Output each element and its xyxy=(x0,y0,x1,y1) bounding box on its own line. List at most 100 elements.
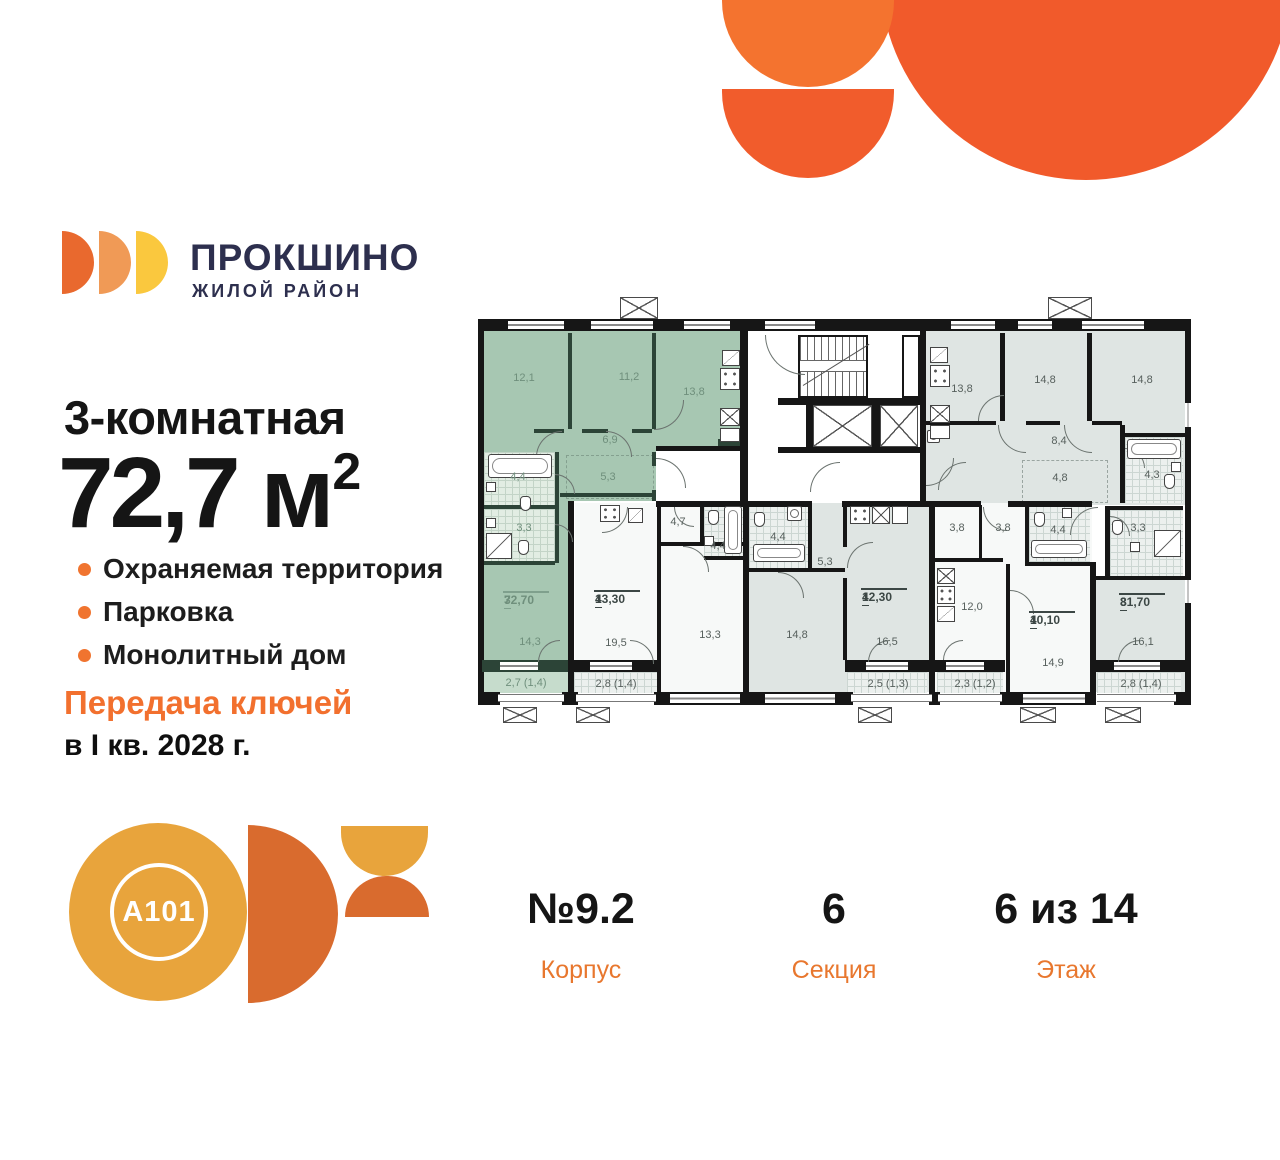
room-area-label: 4,4 xyxy=(770,531,786,543)
wall xyxy=(1095,576,1185,580)
window xyxy=(590,662,632,670)
room-area-label: 5,3 xyxy=(817,556,833,568)
wall xyxy=(700,503,704,546)
apartment-area: 72,70 xyxy=(504,593,535,607)
room-area-label: 5,3 xyxy=(600,471,616,483)
wall xyxy=(478,692,500,705)
stove-icon xyxy=(600,505,620,522)
logo-petal-1 xyxy=(62,231,94,294)
wall xyxy=(534,429,564,433)
room-area-label: 14,9 xyxy=(1042,657,1064,669)
decor-circle-large xyxy=(880,0,1280,180)
wall xyxy=(1120,433,1185,437)
room-area-label: 14,3 xyxy=(519,636,541,648)
kitchen-sink-icon xyxy=(872,506,890,524)
shower-icon xyxy=(1154,530,1181,557)
feature-label: Охраняемая территория xyxy=(103,553,444,584)
wall xyxy=(743,501,749,705)
balcony-fill xyxy=(937,672,1003,693)
floor-value: 6 из 14 xyxy=(994,885,1138,933)
room-area-label: 19,5 xyxy=(605,637,627,649)
wall xyxy=(1185,319,1191,705)
wall xyxy=(661,542,743,546)
elevator xyxy=(813,405,872,447)
a101-decor-half xyxy=(248,825,338,1003)
room-area-label: 16,5 xyxy=(876,636,898,648)
balcony-railing xyxy=(576,694,656,702)
wall xyxy=(568,333,572,429)
kitchen-sink-icon xyxy=(937,568,955,584)
decor-semicircle-bottom xyxy=(722,89,894,178)
kitchen-sink-icon xyxy=(930,405,950,423)
window xyxy=(684,321,730,329)
sink-icon xyxy=(1171,462,1181,472)
apartment-number: 3 xyxy=(504,593,511,609)
wall xyxy=(935,558,1003,562)
apartment-area: 43,30 xyxy=(595,592,626,606)
stove-icon xyxy=(850,506,870,524)
fridge-icon xyxy=(720,428,740,442)
a101-decor-dome xyxy=(345,876,429,917)
ac-unit xyxy=(503,707,537,723)
window xyxy=(765,694,835,703)
fridge-icon xyxy=(892,506,908,524)
kitchen-hood-icon xyxy=(937,606,955,622)
window xyxy=(946,662,984,670)
apartment-43-fill xyxy=(575,503,657,660)
bathtub-icon xyxy=(753,544,805,562)
bathtub-icon xyxy=(1127,439,1181,459)
wall xyxy=(1105,506,1183,510)
vent-shaft xyxy=(902,335,920,398)
room-area-label: 2,3 (1,2) xyxy=(954,678,996,690)
handover-date: в I кв. 2028 г. xyxy=(64,729,251,762)
wall xyxy=(652,452,656,466)
wall xyxy=(930,692,940,705)
room-area-label: 14,8 xyxy=(1034,374,1056,386)
wall xyxy=(935,501,981,507)
a101-decor-bowl xyxy=(341,826,428,876)
room-area-label: 8,4 xyxy=(1051,435,1067,447)
sink-icon xyxy=(1130,542,1140,552)
building-value: №9.2 xyxy=(527,885,635,933)
wall xyxy=(582,429,608,433)
wall xyxy=(656,446,748,451)
room-area-label: 16,1 xyxy=(1132,636,1154,648)
room-area-label: 14,8 xyxy=(786,629,808,641)
feature-list: Охраняемая территория Парковка Монолитны… xyxy=(78,553,443,682)
fridge-icon xyxy=(930,425,950,439)
room-area-label: 4,3 xyxy=(1144,469,1160,481)
washing-machine-icon xyxy=(787,506,802,521)
wall xyxy=(704,556,743,560)
apartment-label-box: 1 43,30 xyxy=(594,590,640,608)
wall xyxy=(1025,562,1090,566)
brand-name: ПРОКШИНО xyxy=(190,237,420,278)
ac-unit xyxy=(858,707,892,723)
window xyxy=(1185,403,1191,427)
wall xyxy=(632,429,652,433)
stove-icon xyxy=(930,365,950,387)
brand-tagline: ЖИЛОЙ РАЙОН xyxy=(192,281,363,301)
apartment-number: 1 xyxy=(1030,613,1037,629)
logo-petal-2 xyxy=(99,231,131,294)
listing-rooms-title: 3-комнатная xyxy=(64,391,346,444)
room-area-label: 2,8 (1,4) xyxy=(1120,678,1162,690)
wall xyxy=(560,493,656,497)
wall xyxy=(778,398,926,405)
decor-semicircle-top xyxy=(722,0,894,87)
stove-icon xyxy=(937,586,955,604)
wall xyxy=(484,561,555,565)
a101-logo-circle: A101 xyxy=(69,823,247,1001)
feature-label: Парковка xyxy=(103,596,234,627)
wall xyxy=(740,331,748,507)
room-area-label: 4,4 xyxy=(710,540,726,552)
kitchen-hood-icon xyxy=(722,350,740,366)
apartment-number: 3 xyxy=(1120,595,1127,611)
window xyxy=(1114,662,1160,670)
toilet-icon xyxy=(708,510,719,525)
room-area-label: 2,8 (1,4) xyxy=(595,678,637,690)
feature-item: Монолитный дом xyxy=(78,639,443,671)
balcony-railing xyxy=(851,694,932,702)
window xyxy=(1082,321,1144,329)
room-area-label: 6,9 xyxy=(602,434,618,446)
window xyxy=(1023,694,1085,703)
